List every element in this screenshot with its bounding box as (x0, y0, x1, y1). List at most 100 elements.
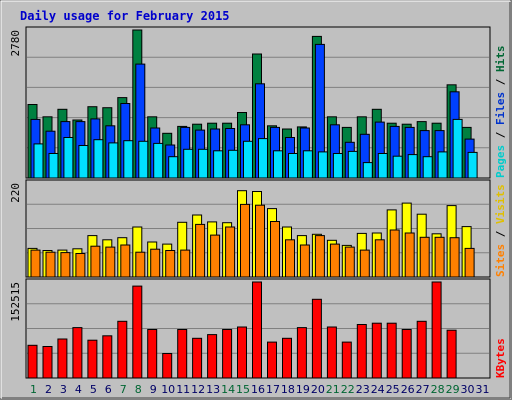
day-label-29: 29 (446, 383, 460, 396)
bar-pages-28 (437, 151, 448, 179)
bar-pages-26 (407, 154, 418, 179)
bar-sites-27 (419, 236, 430, 278)
day-label-1: 1 (30, 383, 37, 396)
legend-sep1: / (494, 125, 507, 145)
day-label-2: 2 (45, 383, 52, 396)
bar-pages-25 (392, 155, 403, 179)
bar-kbytes-9 (147, 329, 158, 379)
bar-sites-12 (195, 223, 206, 278)
bar-sites-24 (374, 239, 385, 278)
bar-sites-9 (150, 248, 161, 278)
day-label-18: 18 (281, 383, 295, 396)
bar-sites-26 (404, 232, 415, 278)
bar-kbytes-21 (326, 326, 337, 379)
day-label-6: 6 (105, 383, 112, 396)
bar-pages-29 (452, 118, 463, 179)
chart-title: Daily usage for February 2015 (20, 9, 230, 23)
bar-kbytes-17 (267, 341, 277, 379)
legend-hits: Hits (494, 46, 507, 73)
bar-kbytes-25 (386, 322, 397, 379)
day-label-22: 22 (341, 383, 355, 396)
day-label-20: 20 (311, 383, 325, 396)
bar-sites-3 (60, 252, 71, 278)
bar-kbytes-12 (192, 337, 203, 379)
ymax-label: 2780 (9, 30, 22, 57)
bar-pages-14 (228, 149, 239, 179)
legend-pages: Pages (494, 145, 507, 178)
legend-sep2: / (494, 72, 507, 92)
bar-sites-20 (314, 235, 325, 278)
bar-pages-11 (183, 148, 194, 179)
bar-pages-22 (347, 150, 358, 179)
panel-visits-sites: 220 Sites / Visits (9, 179, 507, 278)
bar-pages-5 (93, 139, 104, 179)
bar-sites-18 (285, 239, 295, 278)
bar-kbytes-20 (311, 298, 322, 379)
bar-kbytes-2 (42, 346, 53, 379)
bar-sites-30 (464, 247, 475, 278)
series-kbytes (27, 281, 457, 379)
bar-sites-7 (120, 244, 131, 278)
side-legend: Sites / Visits (494, 184, 507, 277)
bar-kbytes-28 (431, 281, 442, 379)
bar-pages-12 (198, 148, 209, 179)
day-label-31: 31 (476, 383, 490, 396)
bar-kbytes-4 (72, 327, 83, 379)
day-label-4: 4 (75, 383, 82, 396)
day-label-3: 3 (60, 383, 67, 396)
day-label-21: 21 (326, 383, 340, 396)
day-label-13: 13 (206, 383, 220, 396)
bar-pages-27 (422, 156, 433, 179)
bar-sites-8 (135, 251, 146, 278)
bar-sites-2 (45, 251, 56, 278)
bar-pages-7 (123, 140, 134, 179)
bar-kbytes-27 (416, 320, 427, 379)
bar-kbytes-5 (87, 339, 98, 379)
bar-sites-22 (344, 246, 355, 278)
bar-kbytes-3 (57, 338, 68, 379)
bar-pages-18 (288, 153, 298, 179)
bar-pages-16 (258, 138, 268, 179)
bar-pages-30 (467, 151, 478, 179)
bar-sites-11 (180, 249, 191, 278)
day-label-10: 10 (161, 383, 175, 396)
bar-sites-15 (240, 203, 250, 278)
bar-kbytes-29 (446, 329, 457, 379)
bar-pages-2 (48, 153, 59, 179)
day-label-7: 7 (120, 383, 127, 396)
bar-sites-5 (90, 245, 101, 278)
bar-kbytes-16 (252, 281, 262, 379)
bar-sites-29 (449, 237, 460, 278)
bar-kbytes-24 (371, 322, 382, 379)
side-legend: KBytes (494, 338, 507, 378)
panel-hits-files-pages: 2780 Pages / Files / Hits (9, 26, 507, 179)
bar-pages-13 (213, 150, 224, 179)
bar-pages-23 (362, 162, 373, 179)
day-label-16: 16 (251, 383, 265, 396)
bar-pages-10 (168, 156, 179, 179)
day-label-9: 9 (150, 383, 157, 396)
bar-kbytes-14 (222, 329, 233, 379)
day-label-24: 24 (371, 383, 385, 396)
bar-kbytes-7 (117, 320, 128, 379)
bar-pages-24 (377, 153, 388, 179)
bar-pages-9 (153, 142, 164, 179)
bar-sites-16 (255, 204, 265, 278)
legend-kbytes: KBytes (494, 338, 507, 378)
bar-kbytes-23 (356, 324, 367, 379)
bar-sites-1 (30, 249, 41, 278)
day-label-17: 17 (266, 383, 280, 396)
legend-sites: Sites (494, 244, 507, 277)
bar-kbytes-13 (207, 334, 218, 379)
day-label-5: 5 (90, 383, 97, 396)
bar-pages-17 (273, 150, 283, 179)
bar-kbytes-18 (282, 337, 292, 379)
panel-kbytes: 152515 KBytes (9, 278, 507, 379)
day-label-15: 15 (236, 383, 250, 396)
bar-kbytes-26 (401, 329, 412, 379)
bar-kbytes-15 (237, 326, 247, 379)
day-label-25: 25 (386, 383, 400, 396)
bar-sites-19 (299, 244, 310, 278)
